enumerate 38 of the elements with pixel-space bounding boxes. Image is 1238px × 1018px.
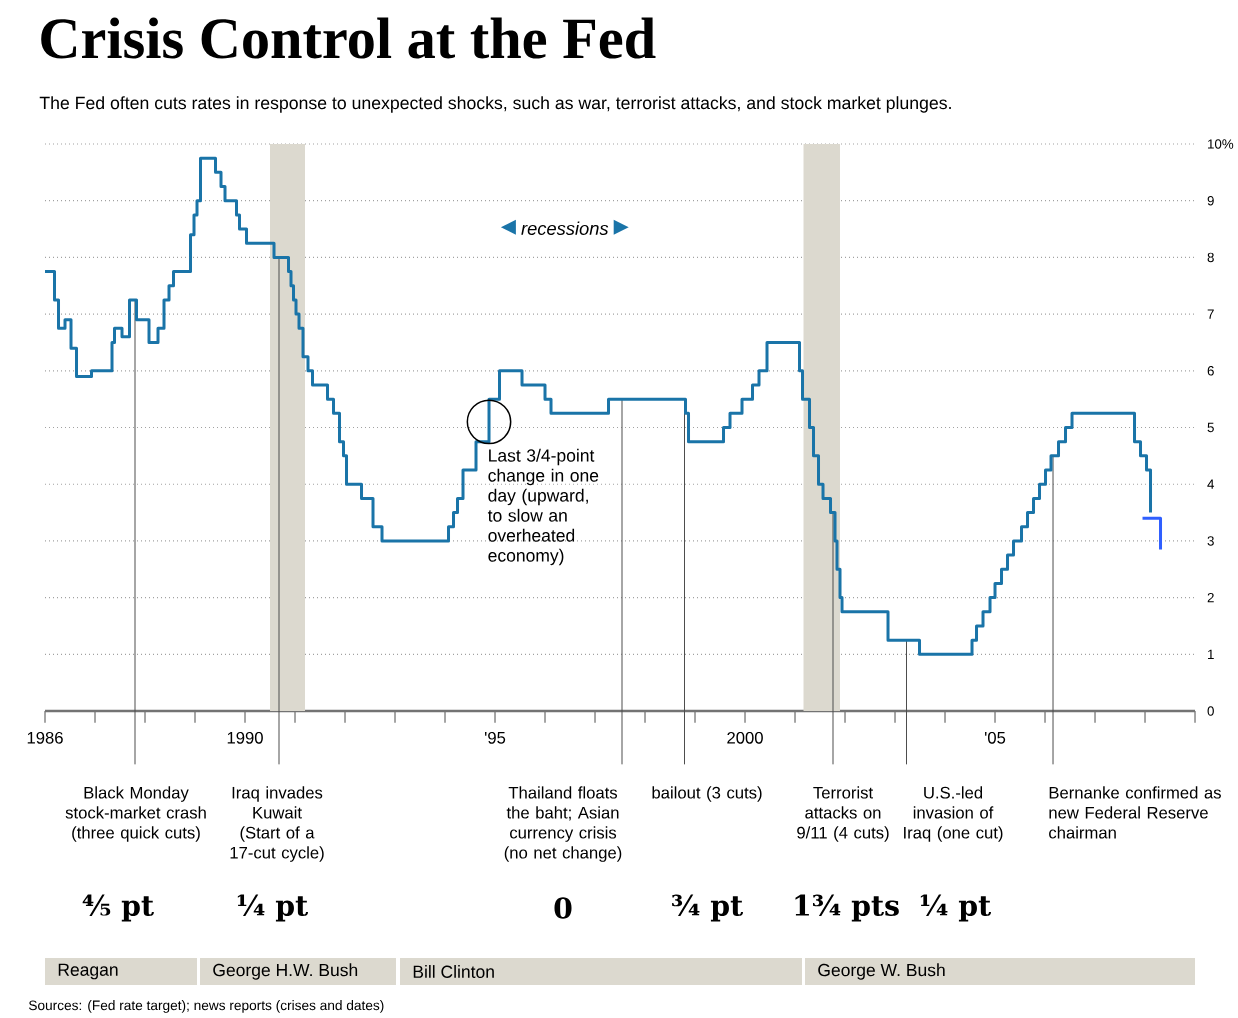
y-tick-label: 5	[1207, 422, 1214, 433]
text: ¼ pt	[920, 894, 992, 922]
x-tick-label: 1990	[227, 731, 263, 744]
source-note: Sources: (Fed rate target); news reports (crises and dates)	[28, 1000, 384, 1013]
x-tick-label: 1986	[27, 731, 63, 744]
y-tick-label: 2	[1207, 592, 1214, 603]
y-tick-label: 8	[1207, 252, 1214, 263]
text: Bill Clinton	[413, 965, 494, 978]
x-tick-label: 2000	[727, 731, 763, 744]
text: ¾ pt	[672, 894, 744, 922]
ref-line-label: Thailand floats the baht; Asian currency crisis (no net change)	[504, 786, 622, 862]
ref-line-label: bailout (3 cuts)	[652, 786, 762, 802]
y-tick-label: 10%	[1208, 139, 1234, 149]
chart-subtitle: The Fed often cuts rates in response to unexpected shocks, such as war, terrorist attacks, and stock market plunges.	[39, 96, 951, 113]
text: ¼ pt	[237, 894, 309, 922]
annotation: recessions	[521, 221, 609, 235]
y-tick-label: 3	[1207, 536, 1214, 546]
text: ⅘ pt	[82, 894, 154, 922]
text: George W. Bush	[818, 963, 945, 980]
annotation: Last 3/4-point change in one day (upward, to slow an overheated economy)	[487, 448, 599, 566]
text: 0	[554, 897, 572, 919]
y-tick-label: 1	[1208, 649, 1214, 659]
x-tick-label: '95	[484, 731, 506, 744]
ref-line-label: Terrorist attacks on 9/11 (4 cuts)	[797, 786, 889, 842]
text: George H.W. Bush	[213, 963, 358, 980]
ref-line-label: Iraq invades Kuwait (Start of a 17-cut cycle)	[230, 786, 324, 862]
ref-line-label: Bernanke confirmed as new Federal Reserve chairman	[1049, 786, 1221, 839]
chart-title: Crisis Control at the Fed	[41, 17, 656, 59]
y-tick-label: 4	[1207, 479, 1215, 489]
text: 1¾ pts	[795, 894, 899, 922]
ref-line-label: Black Monday stock-market crash (three quick cuts)	[65, 786, 206, 842]
y-tick-label: 6	[1207, 366, 1214, 376]
y-tick-label: 9	[1207, 195, 1214, 206]
text: Reagan	[58, 963, 118, 980]
ref-line-label: U.S.-led invasion of Iraq (one cut)	[904, 786, 1003, 842]
y-tick-label: 0	[1207, 706, 1214, 716]
y-tick-label: 7	[1207, 309, 1214, 319]
x-tick-label: '05	[984, 731, 1006, 744]
